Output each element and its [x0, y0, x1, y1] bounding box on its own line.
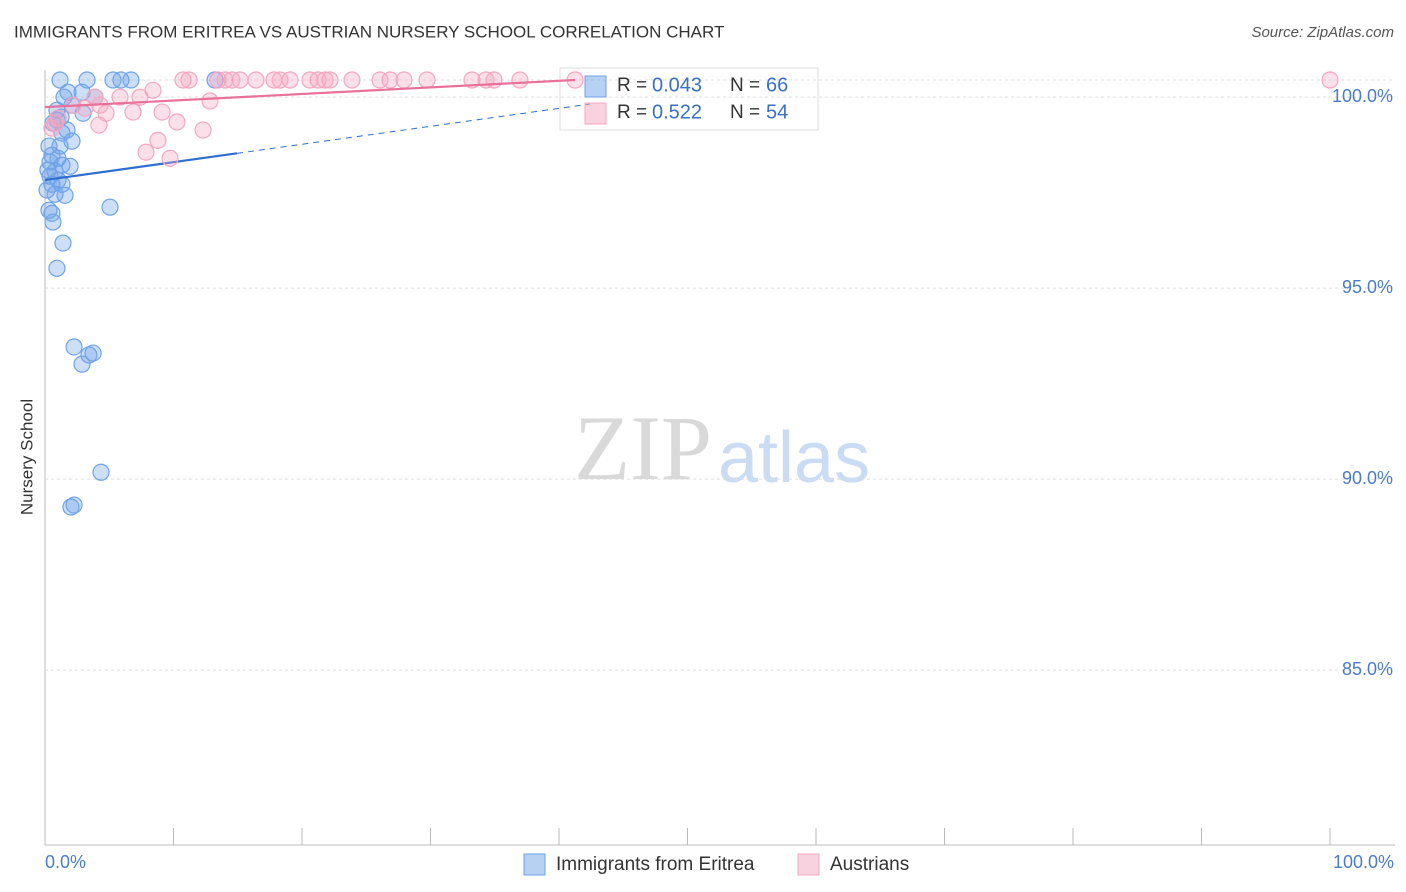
trend-line — [44, 152, 238, 182]
data-point — [395, 71, 413, 89]
stats-n: 54 — [766, 101, 788, 123]
stats-r: 0.043 — [652, 74, 702, 96]
data-point — [321, 71, 339, 89]
data-point — [418, 71, 436, 89]
stats-n-label: N = — [730, 75, 760, 96]
data-point — [65, 338, 83, 356]
data-point — [1321, 71, 1339, 89]
data-point — [281, 71, 299, 89]
data-point — [485, 71, 503, 89]
data-point — [149, 131, 167, 149]
data-point — [76, 99, 94, 117]
data-point — [73, 355, 91, 373]
data-point — [316, 71, 334, 89]
data-point — [124, 103, 142, 121]
data-point — [92, 463, 110, 481]
data-point — [180, 71, 198, 89]
data-point — [51, 71, 69, 89]
source: Source: ZipAtlas.com — [1251, 24, 1394, 41]
data-point — [231, 71, 249, 89]
data-point — [174, 71, 192, 89]
data-point — [43, 119, 61, 137]
stats-r: 0.522 — [652, 101, 702, 123]
legend-swatch — [523, 853, 546, 876]
y-tick-label: 100.0% — [1332, 86, 1393, 106]
watermark: atlas — [718, 418, 870, 498]
data-point — [90, 116, 108, 134]
stats-r-label: R = — [617, 102, 647, 123]
data-point — [49, 109, 67, 127]
legend-swatch — [797, 853, 820, 876]
data-point — [65, 496, 83, 514]
data-point — [53, 175, 71, 193]
data-point — [153, 103, 171, 121]
y-tick-label: 85.0% — [1342, 659, 1393, 679]
data-point — [46, 114, 64, 132]
data-point — [48, 259, 66, 277]
stats-swatch — [584, 75, 607, 98]
data-point — [194, 121, 212, 139]
data-point — [62, 498, 80, 516]
data-point — [168, 113, 186, 131]
stats-n-label: N = — [730, 102, 760, 123]
data-point — [43, 204, 61, 222]
data-point — [61, 157, 79, 175]
x-tick-label: 100.0% — [1333, 852, 1394, 872]
data-point — [161, 149, 179, 167]
legend-label: Immigrants from Eritrea — [556, 854, 755, 875]
data-point — [111, 88, 129, 106]
trend-line — [44, 78, 576, 109]
trend-line-extension — [236, 103, 590, 154]
data-point — [381, 71, 399, 89]
stats-n: 66 — [766, 74, 788, 96]
data-point — [104, 71, 122, 89]
y-tick-label: 90.0% — [1342, 468, 1393, 488]
data-point — [271, 71, 289, 89]
y-tick-label: 95.0% — [1342, 277, 1393, 297]
data-point — [122, 71, 140, 89]
data-point — [38, 181, 56, 199]
legend-label: Austrians — [830, 854, 909, 875]
stats-swatch — [584, 102, 607, 125]
stats-r-label: R = — [617, 75, 647, 96]
data-point — [137, 143, 155, 161]
data-point — [101, 198, 119, 216]
data-point — [54, 234, 72, 252]
data-point — [201, 92, 219, 110]
data-point — [209, 71, 227, 89]
data-point — [309, 71, 327, 89]
y-axis-label: Nursery School — [17, 399, 36, 515]
chart-title: IMMIGRANTS FROM ERITREA VS AUSTRIAN NURS… — [14, 22, 724, 41]
data-point — [80, 346, 98, 364]
data-point — [216, 71, 234, 89]
data-point — [44, 213, 62, 231]
data-point — [371, 71, 389, 89]
data-point — [247, 71, 265, 89]
x-tick-label: 0.0% — [45, 852, 86, 872]
data-point — [511, 71, 529, 89]
data-point — [56, 186, 74, 204]
watermark: ZIP — [574, 397, 712, 499]
data-point — [343, 71, 361, 89]
